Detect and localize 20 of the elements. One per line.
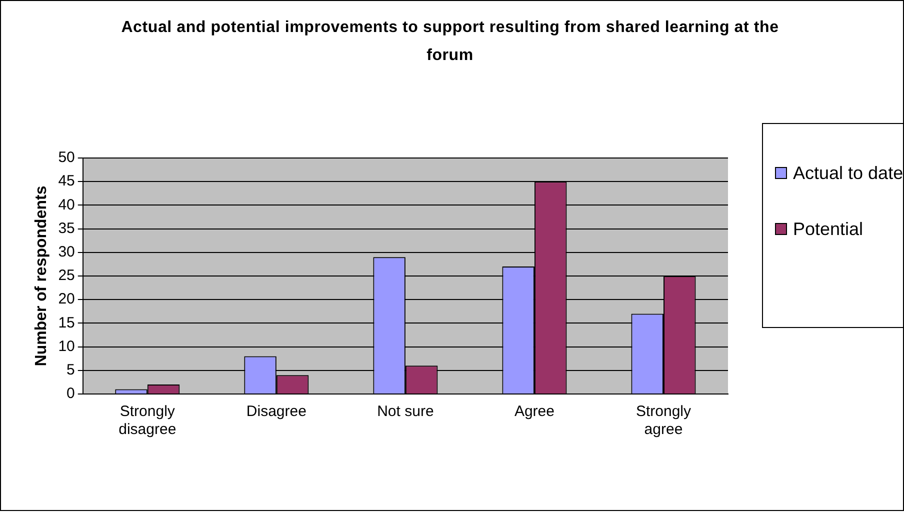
legend-label: Potential [793,218,864,240]
y-tick-label: 35 [58,220,75,237]
y-tick-label: 15 [58,314,75,332]
y-tick-label: 25 [58,267,75,284]
y-tick-label: 30 [58,244,75,261]
y-tick-label: 50 [58,149,75,166]
x-tick-label: Disagree [246,403,306,420]
chart-title: Actual and potential improvements to support resulting from shared learning at the forum [120,18,780,66]
x-tick-label: Strongly agree [636,403,692,438]
y-tick-label: 5 [66,362,75,379]
y-tick-label: 10 [58,338,75,355]
y-tick-label: 40 [58,196,75,214]
x-tick-label: Strongly disagree [118,403,176,438]
y-axis-title: Number of respondents [33,186,50,366]
legend-label: Actual to date [793,162,904,184]
y-tick-label: 20 [58,290,75,308]
x-tick-label: Not sure [377,403,434,420]
y-tick-label: 45 [58,172,75,190]
y-tick-label: 0 [66,385,75,402]
x-tick-label: Agree [514,403,554,420]
